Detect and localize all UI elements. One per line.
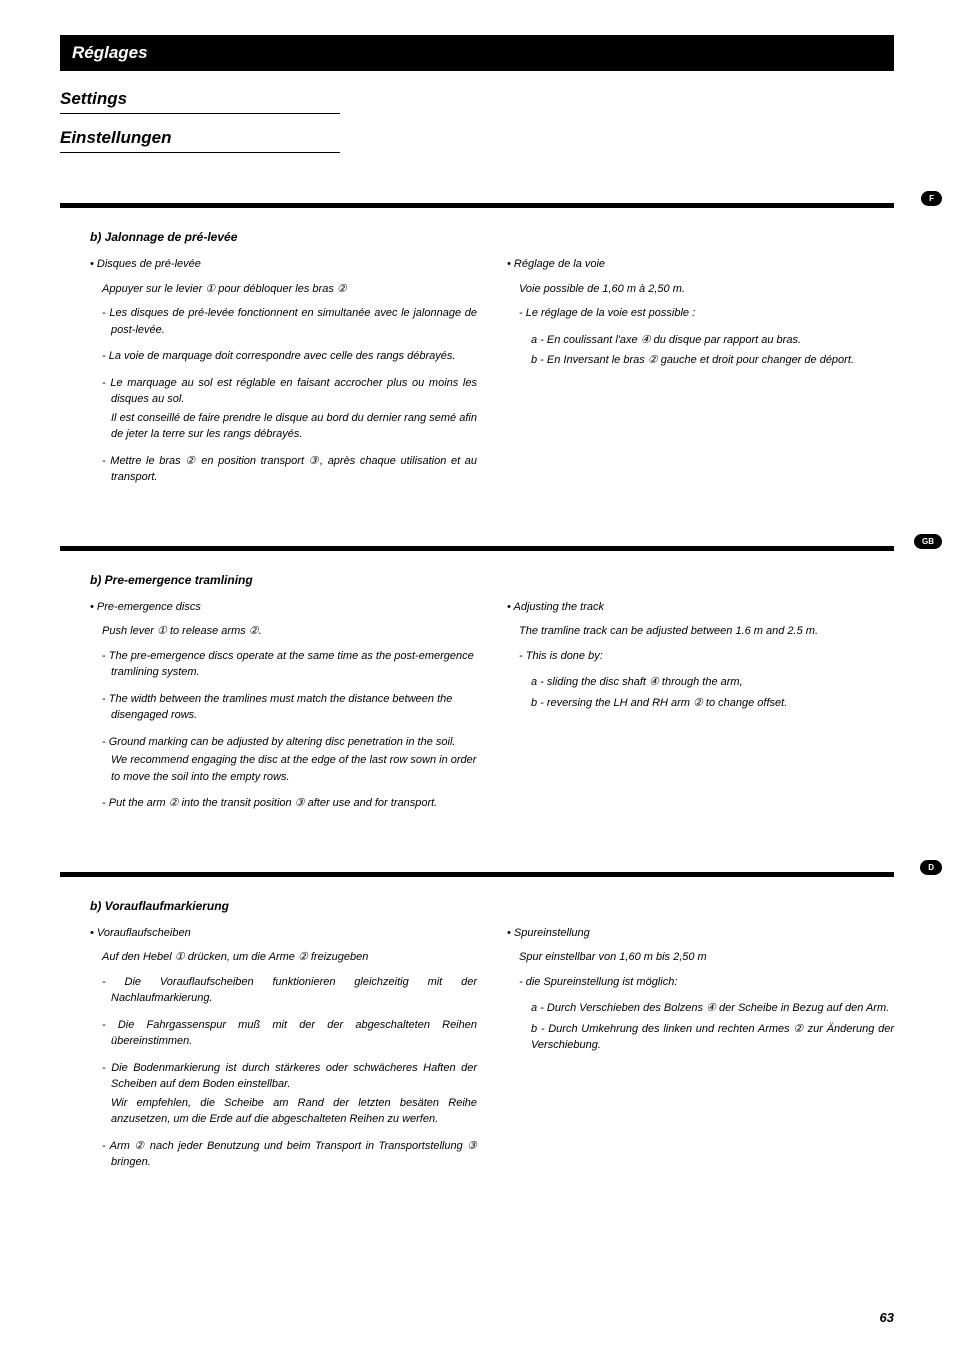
fr-right-intro: Voie possible de 1,60 m à 2,50 m. [507, 281, 894, 298]
de-right-intro: Spur einstellbar von 1,60 m bis 2,50 m [507, 949, 894, 966]
en-left-main: Pre-emergence discs [90, 599, 477, 616]
columns-english: Pre-emergence discs Push lever ① to rele… [60, 599, 894, 822]
lang-tab-de: D [920, 860, 942, 875]
section-french: F b) Jalonnage de pré-levée Disques de p… [60, 203, 894, 496]
header-main: Réglages [60, 35, 894, 71]
de-left-item-2: Die Bodenmarkierung ist durch stärkeres … [99, 1060, 477, 1093]
title-french: b) Jalonnage de pré-levée [60, 230, 894, 244]
en-right-item-0: This is done by: [516, 648, 894, 665]
header-sub-einstellungen: Einstellungen [60, 128, 340, 153]
col-en-right: Adjusting the track The tramline track c… [507, 599, 894, 822]
en-right-main: Adjusting the track [507, 599, 894, 616]
en-left-item-2: Ground marking can be adjusted by alteri… [99, 734, 477, 751]
col-en-left: Pre-emergence discs Push lever ① to rele… [90, 599, 477, 822]
de-left-item-1: Die Fahrgassenspur muß mit der der abges… [99, 1017, 477, 1050]
fr-left-item-2: Le marquage au sol est réglable en faisa… [99, 375, 477, 408]
columns-french: Disques de pré-levée Appuyer sur le levi… [60, 256, 894, 496]
col-de-right: Spureinstellung Spur einstellbar von 1,6… [507, 925, 894, 1181]
de-right-main: Spureinstellung [507, 925, 894, 942]
fr-left-item-3: Mettre le bras ② en position transport ③… [99, 453, 477, 486]
columns-german: Vorauflaufscheiben Auf den Hebel ① drück… [60, 925, 894, 1181]
fr-left-intro: Appuyer sur le levier ① pour débloquer l… [90, 281, 477, 298]
en-left-item-2cont: We recommend engaging the disc at the ed… [99, 752, 477, 785]
section-german: D b) Vorauflaufmarkierung Vorauflaufsche… [60, 872, 894, 1181]
fr-right-item-0: Le réglage de la voie est possible : [516, 305, 894, 322]
lang-tab-fr: F [921, 191, 942, 206]
section-english: GB b) Pre-emergence tramlining Pre-emerg… [60, 546, 894, 822]
en-left-item-0: The pre-emergence discs operate at the s… [99, 648, 477, 681]
col-de-left: Vorauflaufscheiben Auf den Hebel ① drück… [90, 925, 477, 1181]
divider-german [60, 872, 894, 877]
lang-tab-gb: GB [914, 534, 942, 549]
title-english: b) Pre-emergence tramlining [60, 573, 894, 587]
fr-right-sub-1: b - En Inversant le bras ② gauche et dro… [507, 352, 894, 369]
de-right-sub-0: a - Durch Verschieben des Bolzens ④ der … [507, 1000, 894, 1017]
de-left-main: Vorauflaufscheiben [90, 925, 477, 942]
fr-left-main: Disques de pré-levée [90, 256, 477, 273]
de-left-item-3: Arm ② nach jeder Benutzung und beim Tran… [99, 1138, 477, 1171]
page-number: 63 [880, 1310, 894, 1325]
en-right-sub-1: b - reversing the LH and RH arm ② to cha… [507, 695, 894, 712]
header-sub-settings: Settings [60, 89, 340, 114]
en-left-item-1: The width between the tramlines must mat… [99, 691, 477, 724]
fr-right-sub-0: a - En coulissant l'axe ④ du disque par … [507, 332, 894, 349]
title-german: b) Vorauflaufmarkierung [60, 899, 894, 913]
de-left-item-0: Die Vorauflaufscheiben funktionieren gle… [99, 974, 477, 1007]
en-right-sub-0: a - sliding the disc shaft ④ through the… [507, 674, 894, 691]
de-right-sub-1: b - Durch Umkehrung des linken und recht… [507, 1021, 894, 1054]
fr-right-main: Réglage de la voie [507, 256, 894, 273]
fr-left-item-1: La voie de marquage doit correspondre av… [99, 348, 477, 365]
fr-left-item-0: Les disques de pré-levée fonctionnent en… [99, 305, 477, 338]
divider-french [60, 203, 894, 208]
page-container: Réglages Settings Einstellungen F b) Jal… [0, 0, 954, 1350]
de-left-item-2cont: Wir empfehlen, die Scheibe am Rand der l… [99, 1095, 477, 1128]
de-right-item-0: die Spureinstellung ist möglich: [516, 974, 894, 991]
col-fr-right: Réglage de la voie Voie possible de 1,60… [507, 256, 894, 496]
en-right-intro: The tramline track can be adjusted betwe… [507, 623, 894, 640]
divider-english [60, 546, 894, 551]
en-left-intro: Push lever ① to release arms ②. [90, 623, 477, 640]
en-left-item-3: Put the arm ② into the transit position … [99, 795, 477, 812]
col-fr-left: Disques de pré-levée Appuyer sur le levi… [90, 256, 477, 496]
fr-left-item-2cont: Il est conseillé de faire prendre le dis… [99, 410, 477, 443]
de-left-intro: Auf den Hebel ① drücken, um die Arme ② f… [90, 949, 477, 966]
